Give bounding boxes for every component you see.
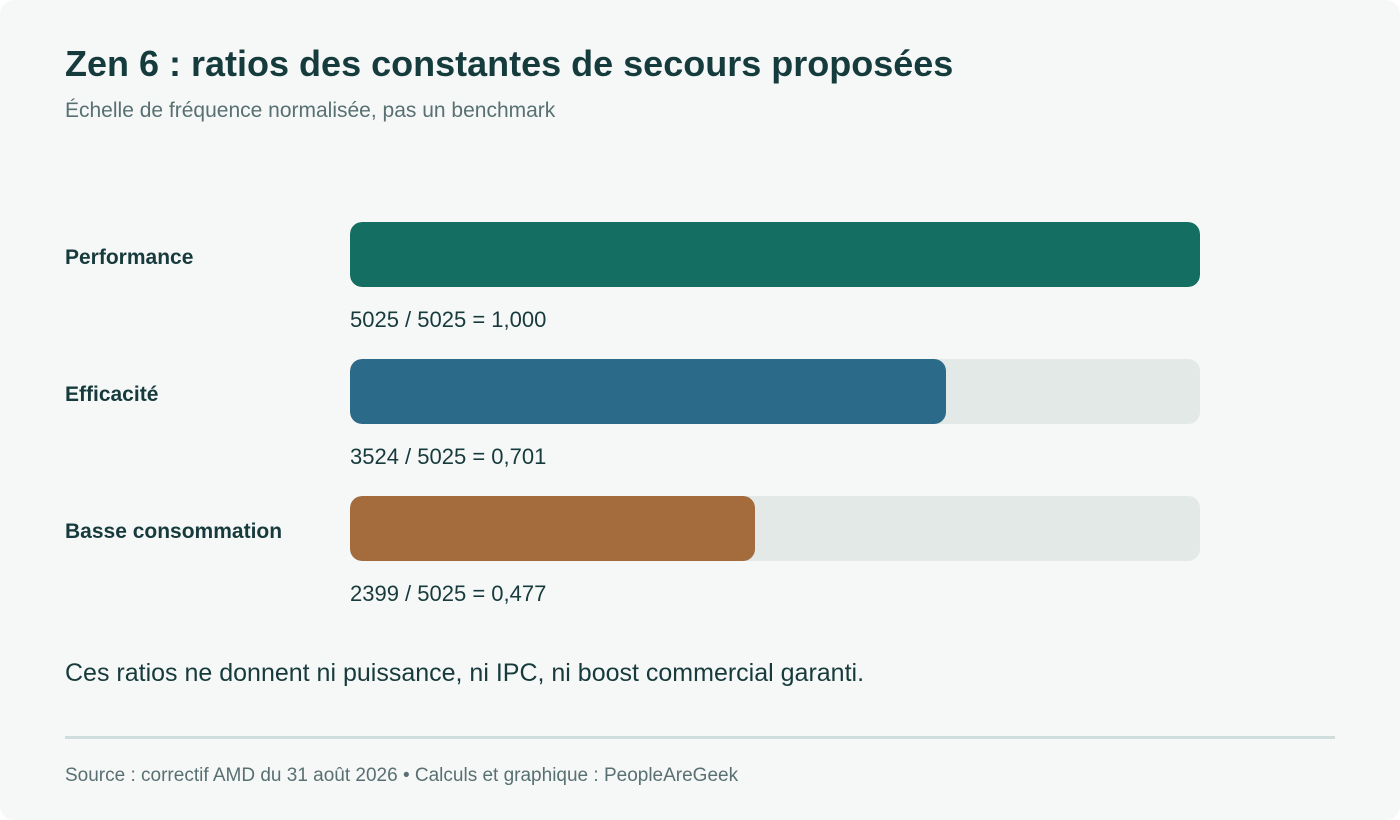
value-label-efficacite: 3524 / 5025 = 0,701 [350,444,547,469]
category-label-efficacite: Efficacité [65,383,159,406]
bar-track-efficacite [350,359,1200,424]
category-label-basse-consommation: Basse consommation [65,520,283,543]
value-label-performance: 5025 / 5025 = 1,000 [350,307,547,332]
chart-title: Zen 6 : ratios des constantes de secours… [65,43,954,84]
value-label-basse-consommation: 2399 / 5025 = 0,477 [350,581,547,606]
chart-note: Ces ratios ne donnent ni puissance, ni I… [65,659,865,687]
bar-basse-consommation [350,496,755,561]
bar-efficacite [350,359,946,424]
bar-track-performance [350,222,1200,287]
bar-performance [350,222,1200,287]
category-label-performance: Performance [65,246,194,269]
footer-divider [65,736,1335,739]
source-credit: Source : correctif AMD du 31 août 2026 •… [65,765,739,786]
bar-track-basse-consommation [350,496,1200,561]
chart-subtitle: Échelle de fréquence normalisée, pas un … [65,99,556,122]
